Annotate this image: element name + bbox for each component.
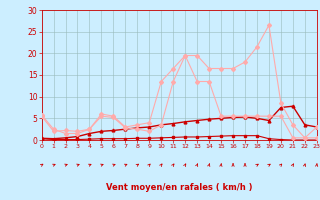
Text: Vent moyen/en rafales ( km/h ): Vent moyen/en rafales ( km/h ) bbox=[106, 183, 252, 192]
